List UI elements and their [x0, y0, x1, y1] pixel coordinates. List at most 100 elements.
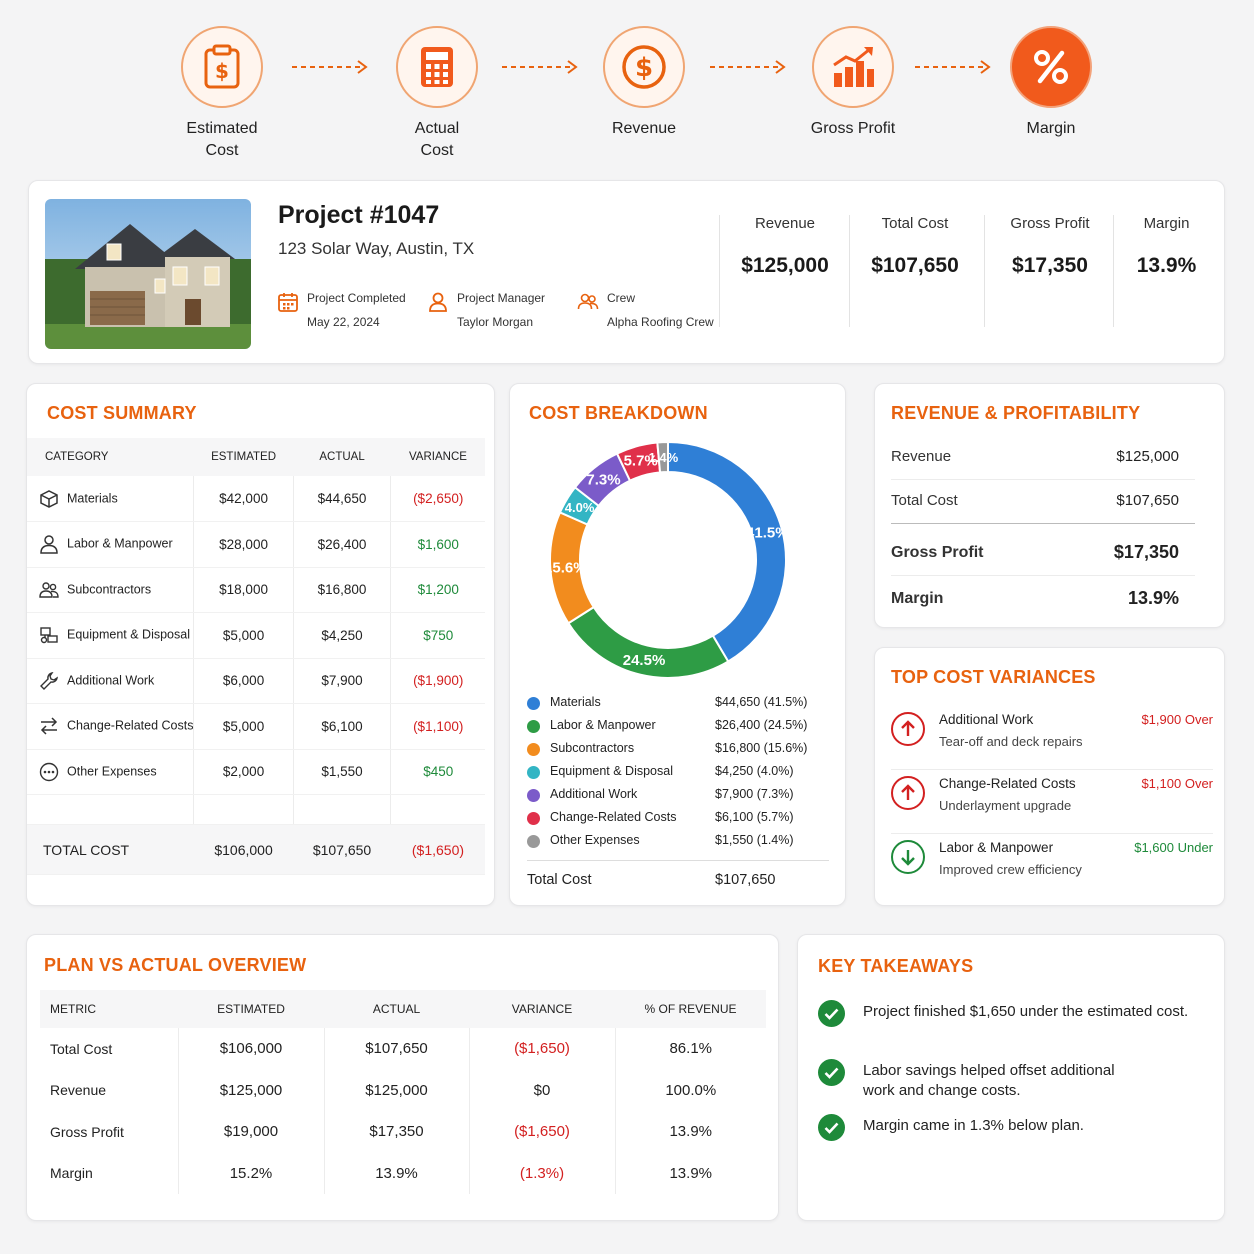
legend-label: Labor & Manpower — [550, 718, 656, 732]
category-label: Labor & Manpower — [67, 536, 173, 551]
total-label: TOTAL COST — [27, 824, 194, 875]
kpi-value: $125,000 — [741, 254, 829, 277]
estimated-cell: $2,000 — [193, 749, 294, 795]
donut-chart: 41.5% 24.5% 15.6% 4.0% 7.3%5.7%1.4% — [548, 440, 788, 679]
metric-cell: Margin — [40, 1152, 179, 1194]
actual-cell: $6,100 — [293, 703, 392, 750]
clipboard-dollar-icon: $ — [181, 26, 263, 108]
box-icon — [39, 489, 59, 509]
cost-summary-card: COST SUMMARY CATEGORY ESTIMATED ACTUAL V… — [26, 383, 495, 906]
divider — [849, 215, 850, 327]
column-header: ESTIMATED — [178, 990, 324, 1028]
kpi-gross-profit: Gross Profit $17,350 — [994, 215, 1106, 278]
rp-value: $125,000 — [1116, 448, 1179, 465]
pct-revenue-cell: 13.9% — [669, 1164, 713, 1182]
legend-label: Equipment & Disposal — [550, 764, 673, 778]
category-label: Equipment & Disposal — [67, 627, 190, 642]
rp-row-revenue: Revenue $125,000 — [891, 436, 1195, 480]
meta-label: Project Manager — [457, 291, 546, 305]
people-icon — [39, 580, 59, 600]
project-address: 123 Solar Way, Austin, TX — [278, 239, 475, 258]
variance-cell: $450 — [390, 749, 485, 795]
column-header: CATEGORY — [27, 438, 194, 476]
category-label: Other Expenses — [67, 764, 157, 779]
variance-cell: $1,200 — [390, 567, 485, 613]
column-header: VARIANCE — [390, 438, 485, 476]
legend-item: Change-Related Costs $6,100 (5.7%) — [527, 809, 827, 832]
donut-slice — [656, 440, 669, 474]
people-icon — [577, 293, 599, 310]
arrow-down-icon — [891, 840, 925, 874]
divider — [719, 215, 720, 327]
table-row: Labor & Manpower $28,000 $26,400 $1,600 — [27, 521, 485, 568]
legend-item: Equipment & Disposal $4,250 (4.0%) — [527, 763, 827, 786]
legend-item: Other Expenses $1,550 (1.4%) — [527, 832, 827, 855]
bar-chart-up-icon — [812, 26, 894, 108]
metric-cell: Total Cost — [40, 1028, 179, 1070]
column-header: % OF REVENUE — [615, 990, 766, 1028]
category-cell: Additional Work — [27, 658, 195, 704]
flow-step-actual-cost: Actual Cost — [357, 26, 517, 162]
takeaway-text: Labor savings helped offset additional w… — [863, 1062, 1115, 1099]
dollar-coin-icon: $ — [603, 26, 685, 108]
rp-row-margin: Margin 13.9% — [891, 578, 1195, 622]
flow-label: Margin — [1026, 120, 1076, 137]
estimated-cell: $125,000 — [178, 1069, 325, 1111]
legend-swatch — [527, 812, 540, 825]
column-header: VARIANCE — [469, 990, 615, 1028]
legend-swatch — [527, 766, 540, 779]
category-cell: Change-Related Costs — [27, 703, 195, 750]
slice-label: 1.4% — [649, 450, 679, 465]
arrow-up-icon — [891, 712, 925, 746]
top-cost-variances-card: TOP COST VARIANCES Additional Work Tear-… — [874, 647, 1225, 906]
legend-label: Change-Related Costs — [550, 810, 677, 824]
flow-step-margin: Margin — [971, 26, 1131, 140]
section-title: TOP COST VARIANCES — [891, 667, 1096, 687]
legend-swatch — [527, 835, 540, 848]
person-icon — [429, 292, 447, 312]
table-row: Change-Related Costs $5,000 $6,100 ($1,100) — [27, 703, 485, 750]
takeaway-text: Margin came in 1.3% below plan. — [863, 1117, 1084, 1134]
variance-subtitle: Improved crew efficiency — [939, 862, 1082, 877]
meta-completed: Project Completed May 22, 2024 — [278, 291, 406, 329]
legend-value: $6,100 (5.7%) — [715, 810, 794, 824]
rp-value: 13.9% — [1127, 588, 1179, 608]
estimated-cell: $42,000 — [193, 476, 294, 522]
kpi-revenue: Revenue $125,000 — [729, 215, 841, 278]
meta-label: Project Completed — [307, 291, 406, 305]
variance-cell: $1,600 — [390, 521, 485, 568]
cost-summary-table: CATEGORY ESTIMATED ACTUAL VARIANCE Mater… — [27, 438, 485, 875]
section-title: COST BREAKDOWN — [529, 403, 708, 423]
slice-label: 41.5% — [746, 525, 788, 542]
estimated-cell: $19,000 — [178, 1111, 325, 1153]
flow-step-estimated-cost: $ Estimated Cost — [142, 26, 302, 162]
kpi-label: Revenue — [754, 215, 816, 232]
project-header-card: Project #1047 123 Solar Way, Austin, TX … — [28, 180, 1225, 364]
variance-item: Change-Related Costs Underlayment upgrad… — [891, 770, 1213, 834]
divider — [1113, 215, 1114, 327]
cost-breakdown-card: COST BREAKDOWN 41.5% 24.5% 15.6% 4.0% 7.3% 5.… — [509, 383, 846, 906]
variance-cell: ($1,100) — [390, 703, 485, 750]
actual-cell: $7,900 — [293, 658, 392, 704]
category-cell: Materials — [27, 476, 195, 522]
actual-cell: $26,400 — [293, 521, 392, 568]
revenue-profitability-card: REVENUE & PROFITABILITY Revenue $125,000… — [874, 383, 1225, 628]
variance-cell: ($2,650) — [390, 476, 485, 522]
actual-cell: $16,800 — [293, 567, 392, 613]
dashed-arrow-icon — [502, 60, 578, 74]
divider — [527, 860, 829, 861]
table-row: Gross Profit $19,000 $17,350 ($1,650) 13.9% — [40, 1111, 766, 1153]
table-row: Subcontractors $18,000 $16,800 $1,200 — [27, 567, 485, 613]
actual-cell: $44,650 — [293, 476, 392, 522]
dashed-arrow-icon — [710, 60, 786, 74]
category-cell: Other Expenses — [27, 749, 195, 795]
legend-swatch — [527, 697, 540, 710]
section-title: PLAN VS ACTUAL OVERVIEW — [44, 955, 307, 975]
kpi-total-cost: Total Cost $107,650 — [859, 215, 971, 278]
legend-value: $44,650 (41.5%) — [715, 695, 808, 709]
slice-label: 5.7% — [624, 453, 658, 470]
chart-legend: Materials $44,650 (41.5%) Labor & Manpower… — [527, 694, 832, 864]
kpi-margin: Margin 13.9% — [1119, 215, 1214, 278]
total-actual: $107,650 — [293, 824, 391, 875]
rp-label: Gross Profit — [891, 544, 984, 561]
